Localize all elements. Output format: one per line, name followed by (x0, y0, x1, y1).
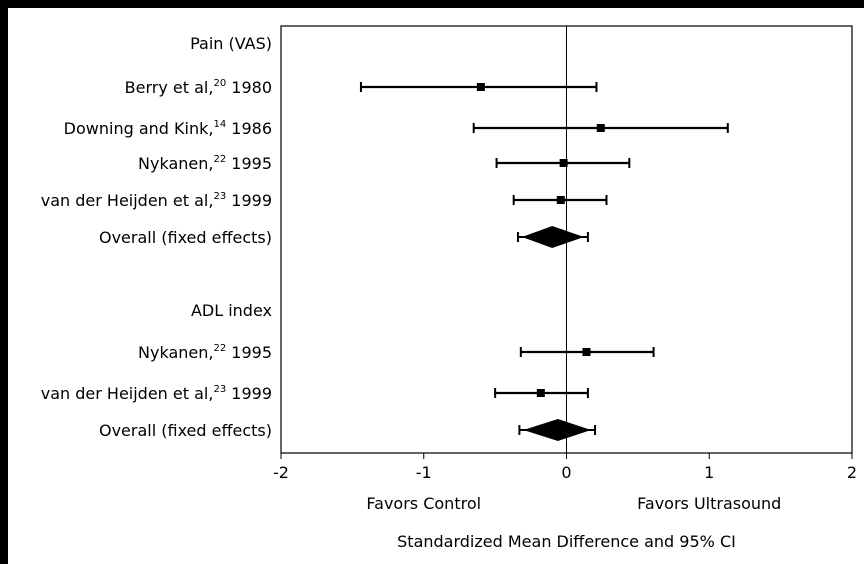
study-label: Berry et al,20 1980 (125, 78, 272, 97)
x-axis-label: Standardized Mean Difference and 95% CI (397, 532, 736, 551)
overall-diamond (521, 226, 584, 248)
point-estimate (556, 196, 565, 204)
study-label: van der Heijden et al,23 1999 (41, 191, 272, 210)
x-tick-label: 2 (847, 463, 857, 482)
overall-label: Overall (fixed effects) (99, 228, 272, 247)
study-label: Downing and Kink,14 1986 (64, 119, 272, 138)
study-label: van der Heijden et al,23 1999 (41, 384, 272, 403)
x-tick-label: -1 (416, 463, 432, 482)
point-estimate (582, 348, 591, 356)
study-label: Nykanen,22 1995 (138, 343, 272, 362)
favors-ultrasound-label: Favors Ultrasound (637, 494, 781, 513)
point-estimate (559, 159, 568, 167)
point-estimate (476, 83, 485, 91)
favors-control-label: Favors Control (366, 494, 481, 513)
study-label: Nykanen,22 1995 (138, 154, 272, 173)
overall-diamond (523, 419, 592, 441)
overall-label: Overall (fixed effects) (99, 421, 272, 440)
point-estimate (536, 389, 545, 397)
section-header: Pain (VAS) (190, 34, 272, 53)
section-header: ADL index (191, 301, 272, 320)
x-tick-label: 0 (561, 463, 571, 482)
x-tick-label: -2 (273, 463, 289, 482)
x-tick-label: 1 (704, 463, 714, 482)
point-estimate (596, 124, 605, 132)
